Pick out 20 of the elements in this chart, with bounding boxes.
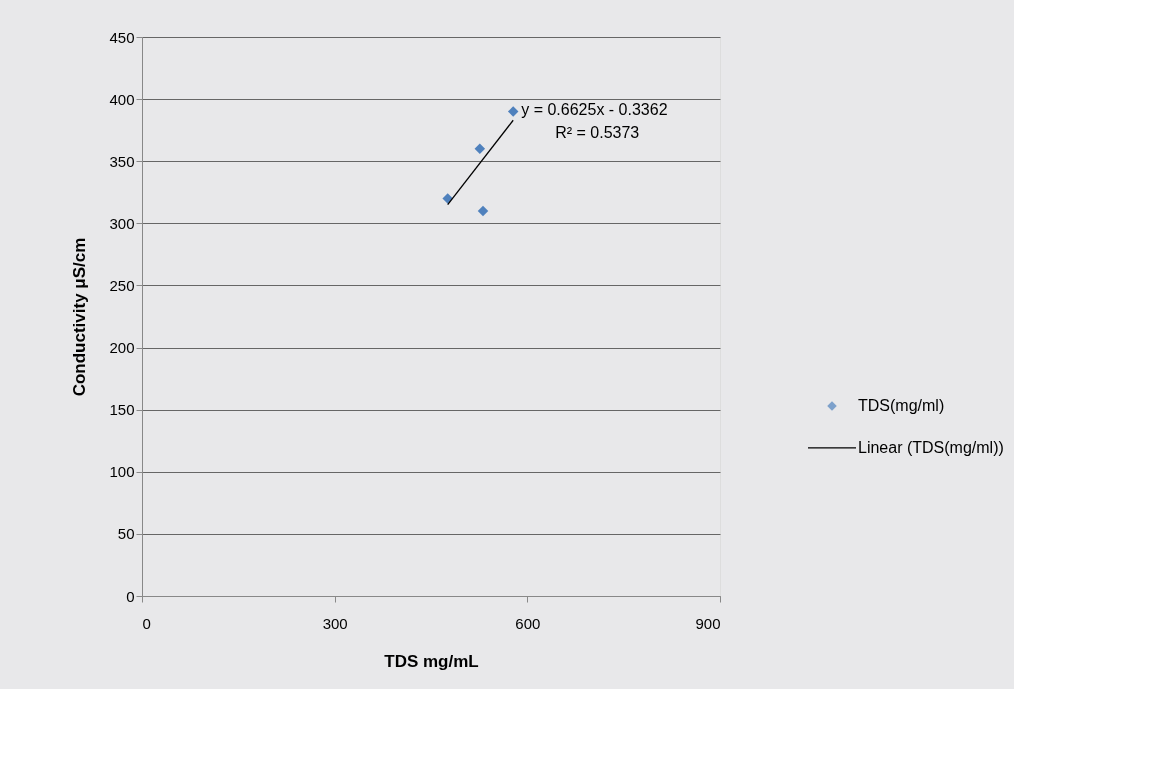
x-tick-label: 900 xyxy=(695,614,721,632)
y-tick-label: 250 xyxy=(109,276,135,294)
annotation: R² = 0.5373 xyxy=(555,124,640,142)
y-tick-label: 400 xyxy=(109,90,135,108)
y-tick-label: 150 xyxy=(109,401,135,419)
y-tick-label: 100 xyxy=(109,463,135,481)
y-tick-label: 450 xyxy=(109,28,135,46)
x-axis-title: TDS mg/mL xyxy=(384,651,479,671)
annotation: y = 0.6625x - 0.3362 xyxy=(521,101,668,119)
x-tick-label: 300 xyxy=(322,614,348,632)
legend-label: Linear (TDS(mg/ml)) xyxy=(858,438,1004,456)
y-tick-label: 50 xyxy=(117,525,135,543)
y-tick-label: 0 xyxy=(126,587,135,605)
y-axis-title: Conductivity μS/cm xyxy=(70,237,90,397)
x-tick-label: 600 xyxy=(515,614,541,632)
y-tick-label: 350 xyxy=(109,152,135,170)
y-tick-label: 300 xyxy=(109,214,135,232)
legend-label: TDS(mg/ml) xyxy=(858,396,945,414)
x-tick-label: 0 xyxy=(142,614,151,632)
y-tick-label: 200 xyxy=(109,339,135,357)
